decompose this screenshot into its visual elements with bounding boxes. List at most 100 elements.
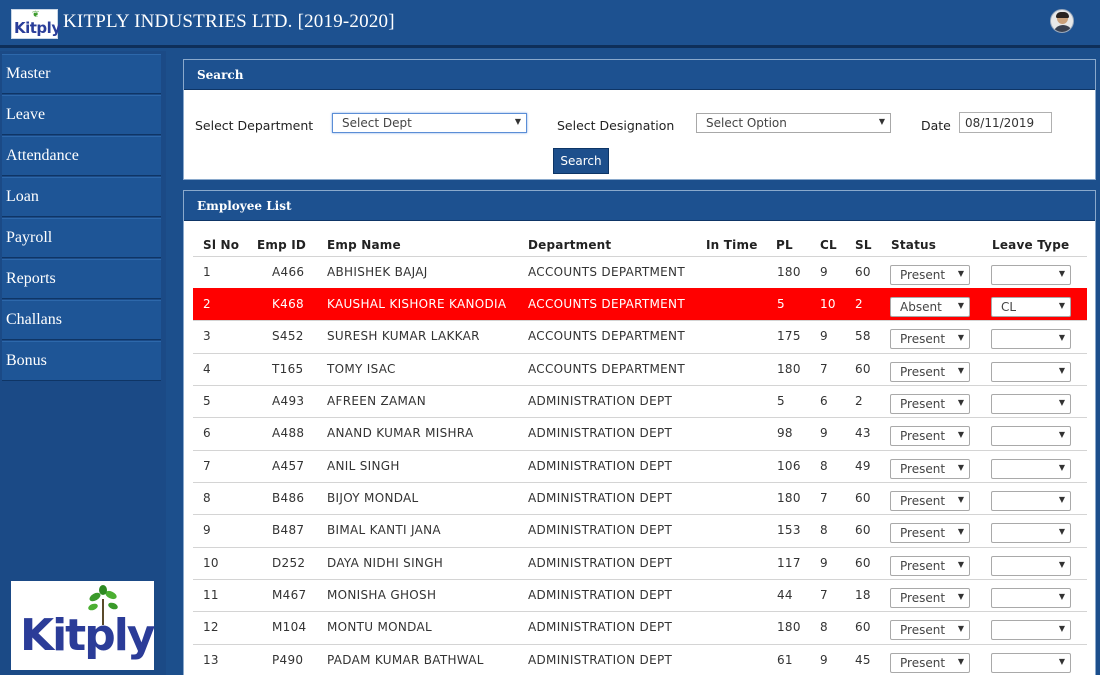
table-row[interactable]: 5 A493 AFREEN ZAMAN ADMINISTRATION DEPT 5 6 2 P…	[193, 385, 1087, 418]
table-row[interactable]: 11 M467 MONISHA GHOSH ADMINISTRATION DEPT 44…	[193, 579, 1087, 612]
leave-type-select[interactable]: ▼	[991, 491, 1071, 511]
department-select[interactable]: Select Dept ▼	[332, 113, 527, 133]
date-field[interactable]: 08/11/2019	[959, 112, 1052, 133]
leave-type-select[interactable]: ▼	[991, 523, 1071, 543]
status-select[interactable]: Present ▼	[890, 394, 970, 414]
status-select[interactable]: Present ▼	[890, 459, 970, 479]
status-select[interactable]: Absent ▼	[890, 297, 970, 317]
table-row[interactable]: 9 B487 BIMAL KANTI JANA ADMINISTRATION DEPT…	[193, 514, 1087, 547]
status-select-value: Present	[900, 268, 946, 282]
user-avatar[interactable]	[1050, 9, 1074, 33]
table-row[interactable]: 7 A457 ANIL SINGH ADMINISTRATION DEPT 106 8 49…	[193, 450, 1087, 483]
department-cell: ACCOUNTS DEPARTMENT	[528, 329, 685, 343]
table-row[interactable]: 6 A488 ANAND KUMAR MISHRA ADMINISTRATION DE…	[193, 417, 1087, 450]
panel-title: Search	[197, 68, 244, 82]
sidebar-item-attendance[interactable]: Attendance	[2, 136, 161, 176]
sidebar-item-bonus[interactable]: Bonus	[2, 341, 161, 381]
department-cell: ACCOUNTS DEPARTMENT	[528, 265, 685, 279]
panel-header: Employee List	[184, 191, 1095, 221]
sidebar-item-reports[interactable]: Reports	[2, 259, 161, 299]
chevron-down-icon: ▼	[514, 117, 521, 126]
sidebar: Master Leave Attendance Loan Payroll Rep…	[0, 51, 166, 675]
pl-cell: 44	[777, 588, 793, 602]
leave-type-select[interactable]: ▼	[991, 556, 1071, 576]
leave-type-select[interactable]: ▼	[991, 265, 1071, 285]
status-select[interactable]: Present ▼	[890, 523, 970, 543]
department-select-value: Select Dept	[342, 116, 412, 130]
sl-cell: 60	[855, 362, 871, 376]
status-select[interactable]: Present ▼	[890, 491, 970, 511]
chevron-down-icon: ▼	[957, 495, 964, 504]
table-row[interactable]: 4 T165 TOMY ISAC ACCOUNTS DEPARTMENT 180 7 60 P…	[193, 353, 1087, 386]
pl-cell: 175	[777, 329, 801, 343]
pl-cell: 180	[777, 362, 801, 376]
pl-cell: 180	[777, 620, 801, 634]
department-cell: ADMINISTRATION DEPT	[528, 653, 673, 667]
leave-type-select[interactable]: ▼	[991, 394, 1071, 414]
sl-no-cell: 11	[203, 588, 219, 602]
chevron-down-icon: ▼	[957, 657, 964, 666]
emp-id-cell: A493	[272, 394, 305, 408]
designation-select[interactable]: Select Option ▼	[696, 113, 891, 133]
table-row[interactable]: 1 A466 ABHISHEK BAJAJ ACCOUNTS DEPARTMENT 18…	[193, 256, 1087, 289]
status-select[interactable]: Present ▼	[890, 265, 970, 285]
leave-type-select[interactable]: ▼	[991, 362, 1071, 382]
leave-type-select[interactable]: ▼	[991, 426, 1071, 446]
table-row[interactable]: 10 D252 DAYA NIDHI SINGH ADMINISTRATION DEP…	[193, 547, 1087, 580]
cl-cell: 7	[820, 588, 828, 602]
designation-label: Select Designation	[557, 118, 675, 133]
status-select[interactable]: Present ▼	[890, 329, 970, 349]
leave-type-select[interactable]: ▼	[991, 459, 1071, 479]
pl-cell: 153	[777, 523, 801, 537]
status-select[interactable]: Present ▼	[890, 362, 970, 382]
column-header-emp-id: Emp ID	[257, 238, 307, 252]
status-select[interactable]: Present ▼	[890, 588, 970, 608]
status-select[interactable]: Present ▼	[890, 426, 970, 446]
company-logo[interactable]: ❦ Kitply	[11, 9, 61, 39]
table-row[interactable]: 13 P490 PADAM KUMAR BATHWAL ADMINISTRATION …	[193, 644, 1087, 675]
tree-icon	[88, 585, 118, 625]
chevron-down-icon: ▼	[957, 269, 964, 278]
emp-name-cell: MONTU MONDAL	[327, 620, 433, 634]
cl-cell: 9	[820, 426, 828, 440]
department-cell: ADMINISTRATION DEPT	[528, 620, 673, 634]
chevron-down-icon: ▼	[1058, 430, 1065, 439]
leave-type-select[interactable]: ▼	[991, 620, 1071, 640]
emp-name-cell: BIJOY MONDAL	[327, 491, 419, 505]
sidebar-item-payroll[interactable]: Payroll	[2, 218, 161, 258]
emp-id-cell: A457	[272, 459, 305, 473]
sidebar-item-challans[interactable]: Challans	[2, 300, 161, 340]
sidebar-item-master[interactable]: Master	[2, 54, 161, 94]
sidebar-item-loan[interactable]: Loan	[2, 177, 161, 217]
pl-cell: 98	[777, 426, 793, 440]
leave-type-select[interactable]: ▼	[991, 653, 1071, 673]
table-row[interactable]: 12 M104 MONTU MONDAL ADMINISTRATION DEPT 180…	[193, 611, 1087, 644]
status-select[interactable]: Present ▼	[890, 620, 970, 640]
leave-type-select[interactable]: ▼	[991, 588, 1071, 608]
leave-type-select[interactable]: ▼	[991, 329, 1071, 349]
table-row[interactable]: 8 B486 BIJOY MONDAL ADMINISTRATION DEPT 180 7…	[193, 482, 1087, 515]
sidebar-item-label: Loan	[6, 188, 39, 205]
chevron-down-icon: ▼	[957, 624, 964, 633]
date-label: Date	[921, 118, 951, 133]
leave-type-select[interactable]: CL ▼	[991, 297, 1071, 317]
chevron-down-icon: ▼	[1058, 366, 1065, 375]
cl-cell: 8	[820, 523, 828, 537]
table-row[interactable]: 2 K468 KAUSHAL KISHORE KANODIA ACCOUNTS DEP…	[193, 288, 1087, 321]
chevron-down-icon: ▼	[1058, 657, 1065, 666]
sl-cell: 60	[855, 491, 871, 505]
status-select[interactable]: Present ▼	[890, 653, 970, 673]
table-row[interactable]: 3 S452 SURESH KUMAR LAKKAR ACCOUNTS DEPARTM…	[193, 320, 1087, 353]
sl-no-cell: 7	[203, 459, 211, 473]
emp-name-cell: KAUSHAL KISHORE KANODIA	[327, 297, 507, 311]
sidebar-item-label: Bonus	[6, 352, 47, 369]
search-button[interactable]: Search	[553, 148, 609, 174]
column-header-sl-no: Sl No	[203, 238, 240, 252]
status-select-value: Absent	[900, 300, 942, 314]
sl-no-cell: 3	[203, 329, 211, 343]
sl-no-cell: 9	[203, 523, 211, 537]
status-select[interactable]: Present ▼	[890, 556, 970, 576]
sidebar-item-leave[interactable]: Leave	[2, 95, 161, 135]
column-header-cl: CL	[820, 238, 837, 252]
chevron-down-icon: ▼	[957, 592, 964, 601]
